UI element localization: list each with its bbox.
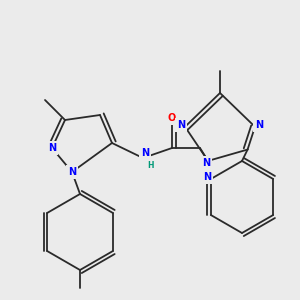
Text: N: N — [202, 158, 210, 168]
Text: N: N — [177, 120, 185, 130]
Text: N: N — [48, 143, 56, 153]
Text: N: N — [203, 172, 211, 182]
Text: N: N — [141, 148, 149, 158]
Text: H: H — [148, 161, 154, 170]
Text: N: N — [255, 120, 263, 130]
Text: N: N — [68, 167, 76, 177]
Text: O: O — [168, 113, 176, 123]
